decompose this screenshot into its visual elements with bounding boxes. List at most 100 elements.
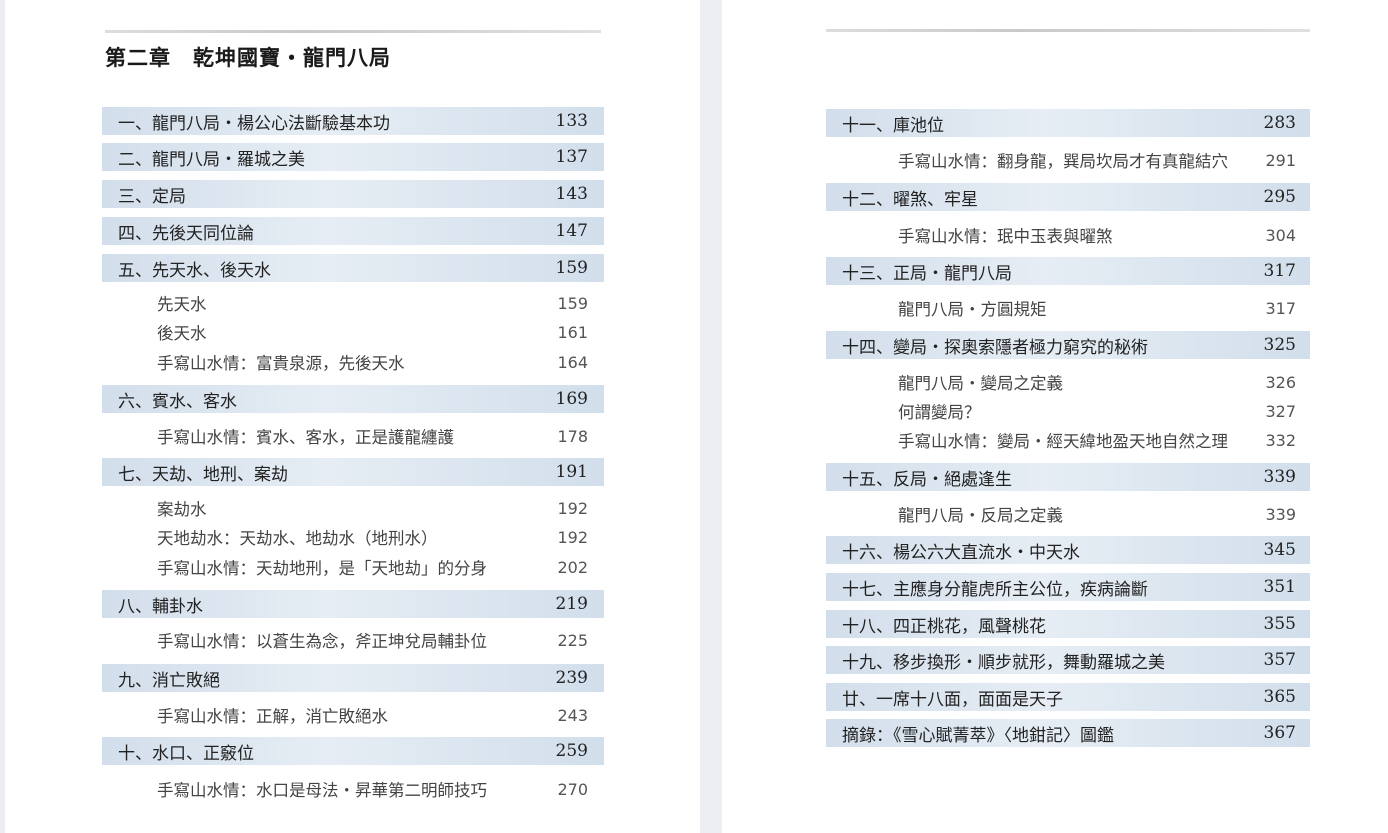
toc-section-row: 十七、主應身分龍虎所主公位，疾病論斷 351 — [826, 573, 1310, 601]
toc-section-row: 六、賓水、客水 169 — [102, 385, 604, 413]
toc-section-row: 十八、四正桃花，風聲桃花 355 — [826, 610, 1310, 638]
toc-page-number: 137 — [555, 147, 588, 167]
toc-page-number: 191 — [555, 462, 588, 482]
chapter-title: 第二章 乾坤國寶・龍門八局 — [105, 45, 391, 70]
toc-page-number: 192 — [557, 498, 588, 518]
toc-title: 十、水口、正竅位 — [118, 743, 254, 764]
toc-subsection-row: 手寫山水情：翻身龍，巽局坎局才有真龍結穴 291 — [826, 147, 1310, 173]
toc-section-row: 摘錄：《雪心賦菁萃》〈地鉗記〉圖鑑 367 — [826, 719, 1310, 747]
toc-page-number: 317 — [1263, 261, 1296, 281]
toc-page-number: 339 — [1265, 504, 1296, 524]
toc-page-number: 143 — [555, 184, 588, 204]
toc-section-row: 三、定局 143 — [102, 180, 604, 208]
toc-title: 手寫山水情：賓水、客水，正是護龍纏護 — [157, 428, 454, 447]
toc-section-row: 九、消亡敗絕 239 — [102, 664, 604, 692]
toc-section-row: 一、龍門八局・楊公心法斷驗基本功 133 — [102, 107, 604, 135]
toc-subsection-row: 手寫山水情：正解，消亡敗絕水 243 — [102, 702, 604, 728]
toc-section-row: 十、水口、正竅位 259 — [102, 737, 604, 765]
toc-title: 十四、變局・探奧索隱者極力窮究的秘術 — [842, 337, 1148, 358]
toc-page-number: 351 — [1263, 577, 1296, 597]
toc-title: 十九、移步換形・順步就形，舞動羅城之美 — [842, 652, 1165, 673]
toc-subsection-row: 手寫山水情：以蒼生為念，斧正坤兌局輔卦位 225 — [102, 627, 604, 653]
toc-title: 十二、曜煞、牢星 — [842, 189, 978, 210]
toc-page-number: 295 — [1263, 187, 1296, 207]
toc-page-number: 270 — [557, 779, 588, 799]
toc-title: 二、龍門八局・羅城之美 — [118, 149, 305, 170]
toc-subsection-row: 手寫山水情：賓水、客水，正是護龍纏護 178 — [102, 423, 604, 449]
toc-title: 十八、四正桃花，風聲桃花 — [842, 616, 1046, 637]
toc-section-row: 廿、一席十八面，面面是天子 365 — [826, 683, 1310, 711]
toc-page-number: 169 — [555, 389, 588, 409]
toc-page-number: 325 — [1263, 335, 1296, 355]
toc-section-row: 十一、庫池位 283 — [826, 109, 1310, 137]
toc-page-number: 202 — [557, 557, 588, 577]
toc-subsection-row: 手寫山水情：水口是母法・昇華第二明師技巧 270 — [102, 776, 604, 802]
toc-section-row: 四、先後天同位論 147 — [102, 217, 604, 245]
toc-title: 後天水 — [157, 324, 207, 343]
toc-section-row: 十四、變局・探奧索隱者極力窮究的秘術 325 — [826, 331, 1310, 359]
toc-subsection-row: 手寫山水情：變局・經天緯地盈天地自然之理 332 — [826, 427, 1310, 453]
toc-page-number: 178 — [557, 426, 588, 446]
toc-section-row: 二、龍門八局・羅城之美 137 — [102, 143, 604, 171]
right-page: 十一、庫池位 283 手寫山水情：翻身龍，巽局坎局才有真龍結穴 291 十二、曜煞、牢星… — [722, 0, 1388, 833]
toc-page-number: 304 — [1265, 225, 1296, 245]
toc-section-row: 十六、楊公六大直流水・中天水 345 — [826, 536, 1310, 564]
toc-title: 先天水 — [157, 295, 207, 314]
toc-subsection-row: 天地劫水：天劫水、地劫水（地刑水） 192 — [102, 524, 604, 550]
toc-page-number: 357 — [1263, 650, 1296, 670]
toc-page-number: 345 — [1263, 540, 1296, 560]
toc-title: 手寫山水情：珉中玉表與曜煞 — [898, 227, 1113, 246]
toc-subsection-row: 龍門八局・方圓規矩 317 — [826, 295, 1310, 321]
toc-section-row: 七、天劫、地刑、案劫 191 — [102, 458, 604, 486]
toc-subsection-row: 手寫山水情：天劫地刑，是「天地劫」的分身 202 — [102, 554, 604, 580]
top-rule — [105, 30, 601, 33]
toc-page-number: 317 — [1265, 298, 1296, 318]
toc-section-row: 十二、曜煞、牢星 295 — [826, 183, 1310, 211]
toc-title: 一、龍門八局・楊公心法斷驗基本功 — [118, 113, 390, 134]
toc-page-number: 133 — [555, 111, 588, 131]
toc-section-row: 五、先天水、後天水 159 — [102, 254, 604, 282]
toc-page-number: 164 — [557, 352, 588, 372]
toc-page-number: 327 — [1265, 401, 1296, 421]
toc-title: 十六、楊公六大直流水・中天水 — [842, 542, 1080, 563]
toc-subsection-row: 後天水 161 — [102, 319, 604, 345]
toc-title: 摘錄：《雪心賦菁萃》〈地鉗記〉圖鑑 — [842, 725, 1114, 746]
toc-title: 手寫山水情：正解，消亡敗絕水 — [157, 707, 388, 726]
toc-page-number: 259 — [555, 741, 588, 761]
toc-page-number: 147 — [555, 221, 588, 241]
toc-page-number: 339 — [1263, 467, 1296, 487]
toc-title: 手寫山水情：富貴泉源，先後天水 — [157, 354, 405, 373]
toc-title: 龍門八局・方圓規矩 — [898, 300, 1047, 319]
toc-title: 天地劫水：天劫水、地劫水（地刑水） — [157, 529, 438, 548]
toc-subsection-row: 手寫山水情：珉中玉表與曜煞 304 — [826, 222, 1310, 248]
toc-title: 八、輔卦水 — [118, 596, 203, 617]
toc-title: 手寫山水情：翻身龍，巽局坎局才有真龍結穴 — [898, 152, 1228, 171]
toc-page-number: 159 — [557, 293, 588, 313]
toc-title: 十七、主應身分龍虎所主公位，疾病論斷 — [842, 579, 1148, 600]
toc-page-number: 161 — [557, 322, 588, 342]
toc-subsection-row: 龍門八局・變局之定義 326 — [826, 369, 1310, 395]
toc-page-number: 283 — [1263, 113, 1296, 133]
toc-title: 龍門八局・變局之定義 — [898, 374, 1063, 393]
toc-title: 手寫山水情：以蒼生為念，斧正坤兌局輔卦位 — [157, 632, 487, 651]
toc-page-number: 219 — [555, 594, 588, 614]
toc-title: 四、先後天同位論 — [118, 223, 254, 244]
toc-page-number: 159 — [555, 258, 588, 278]
toc-title: 手寫山水情：變局・經天緯地盈天地自然之理 — [898, 432, 1228, 451]
toc-section-row: 八、輔卦水 219 — [102, 590, 604, 618]
toc-page-number: 332 — [1265, 430, 1296, 450]
toc-title: 手寫山水情：天劫地刑，是「天地劫」的分身 — [157, 559, 487, 578]
toc-title: 手寫山水情：水口是母法・昇華第二明師技巧 — [157, 781, 487, 800]
toc-section-row: 十三、正局・龍門八局 317 — [826, 257, 1310, 285]
toc-page-number: 291 — [1265, 150, 1296, 170]
toc-page-number: 192 — [557, 527, 588, 547]
toc-page-number: 367 — [1263, 723, 1296, 743]
toc-subsection-row: 手寫山水情：富貴泉源，先後天水 164 — [102, 349, 604, 375]
toc-title: 何謂變局？ — [898, 403, 981, 422]
toc-subsection-row: 案劫水 192 — [102, 495, 604, 521]
top-rule — [826, 29, 1310, 32]
toc-page-number: 365 — [1263, 687, 1296, 707]
toc-title: 十一、庫池位 — [842, 115, 944, 136]
toc-title: 六、賓水、客水 — [118, 391, 237, 412]
toc-page-number: 225 — [557, 630, 588, 650]
